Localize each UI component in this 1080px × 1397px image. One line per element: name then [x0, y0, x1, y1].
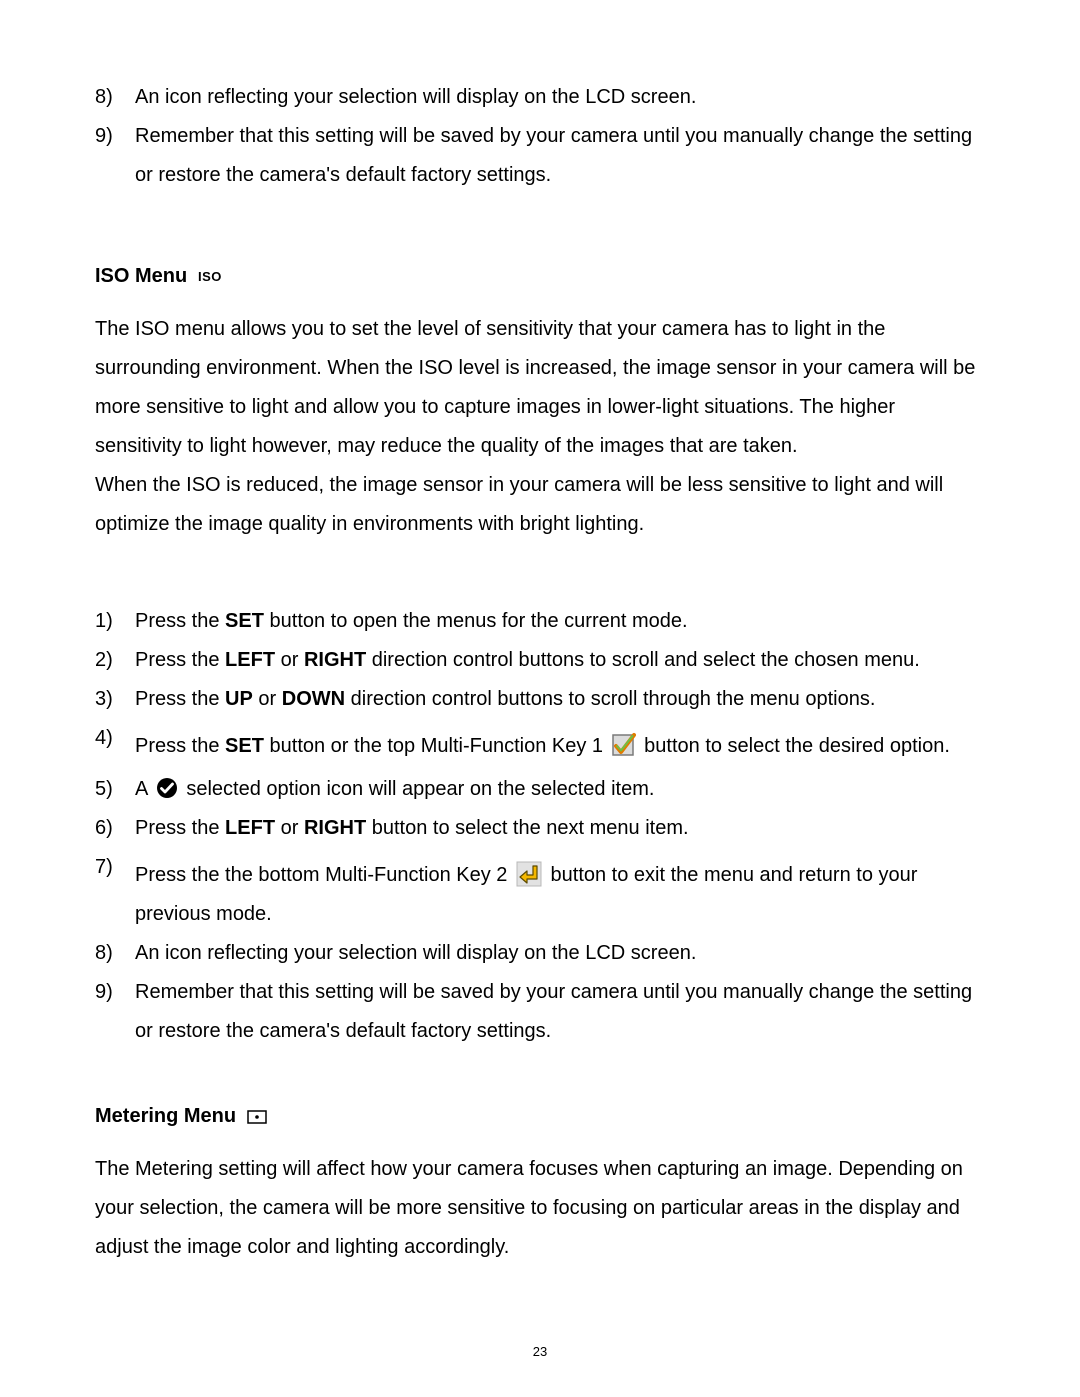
list-number: 4) — [95, 719, 113, 758]
list-number: 3) — [95, 680, 113, 719]
page-content: 8) An icon reflecting your selection wil… — [95, 78, 985, 1267]
list-item: 7) Press the the bottom Multi-Function K… — [95, 848, 985, 934]
list-number: 8) — [95, 78, 113, 117]
list-item: 3) Press the UP or DOWN direction contro… — [95, 680, 985, 719]
iso-menu-heading: ISO Menu ISO — [95, 257, 985, 296]
list-text: Press the the bottom Multi-Function Key … — [135, 864, 917, 925]
list-item: 1) Press the SET button to open the menu… — [95, 602, 985, 641]
spacer — [95, 544, 985, 602]
list-item: 4) Press the SET button or the top Multi… — [95, 719, 985, 770]
list-number: 2) — [95, 641, 113, 680]
list-item: 2) Press the LEFT or RIGHT direction con… — [95, 641, 985, 680]
list-text: Press the SET button or the top Multi-Fu… — [135, 735, 950, 757]
list-item: 8) An icon reflecting your selection wil… — [95, 934, 985, 973]
list-text: An icon reflecting your selection will d… — [135, 86, 696, 108]
list-number: 9) — [95, 117, 113, 156]
checkbox-icon — [612, 732, 636, 758]
list-text: Remember that this setting will be saved… — [135, 125, 972, 186]
svg-text:ISO: ISO — [198, 269, 222, 284]
list-number: 6) — [95, 809, 113, 848]
metering-paragraph: The Metering setting will affect how you… — [95, 1150, 985, 1267]
list-number: 9) — [95, 973, 113, 1012]
list-item: 5) A selected option icon will appear on… — [95, 770, 985, 809]
list-number: 8) — [95, 934, 113, 973]
list-item: 9) Remember that this setting will be sa… — [95, 973, 985, 1051]
iso-paragraph-2: When the ISO is reduced, the image senso… — [95, 466, 985, 544]
list-item: 9) Remember that this setting will be sa… — [95, 117, 985, 195]
iso-paragraph-1: The ISO menu allows you to set the level… — [95, 310, 985, 466]
spacer — [95, 1051, 985, 1097]
list-item: 6) Press the LEFT or RIGHT button to sel… — [95, 809, 985, 848]
list-number: 5) — [95, 770, 113, 809]
prior-section-list-tail: 8) An icon reflecting your selection wil… — [95, 78, 985, 195]
list-text: Press the SET button to open the menus f… — [135, 610, 688, 632]
list-text: An icon reflecting your selection will d… — [135, 942, 696, 964]
list-text: Press the UP or DOWN direction control b… — [135, 688, 875, 710]
list-number: 7) — [95, 848, 113, 887]
list-text: Remember that this setting will be saved… — [135, 981, 972, 1042]
return-arrow-icon — [516, 861, 542, 887]
spacer — [95, 195, 985, 257]
list-text: Press the LEFT or RIGHT direction contro… — [135, 649, 920, 671]
list-text: A selected option icon will appear on th… — [135, 778, 654, 800]
list-item: 8) An icon reflecting your selection wil… — [95, 78, 985, 117]
page-number: 23 — [0, 1344, 1080, 1359]
document-page: 8) An icon reflecting your selection wil… — [0, 0, 1080, 1397]
heading-text: ISO Menu — [95, 257, 187, 296]
selected-circle-icon — [156, 777, 178, 799]
iso-icon: ISO — [198, 269, 224, 284]
list-text: Press the LEFT or RIGHT button to select… — [135, 817, 689, 839]
metering-menu-heading: Metering Menu — [95, 1097, 985, 1136]
metering-icon — [247, 1110, 267, 1124]
list-number: 1) — [95, 602, 113, 641]
heading-text: Metering Menu — [95, 1097, 236, 1136]
iso-steps-list: 1) Press the SET button to open the menu… — [95, 602, 985, 1051]
